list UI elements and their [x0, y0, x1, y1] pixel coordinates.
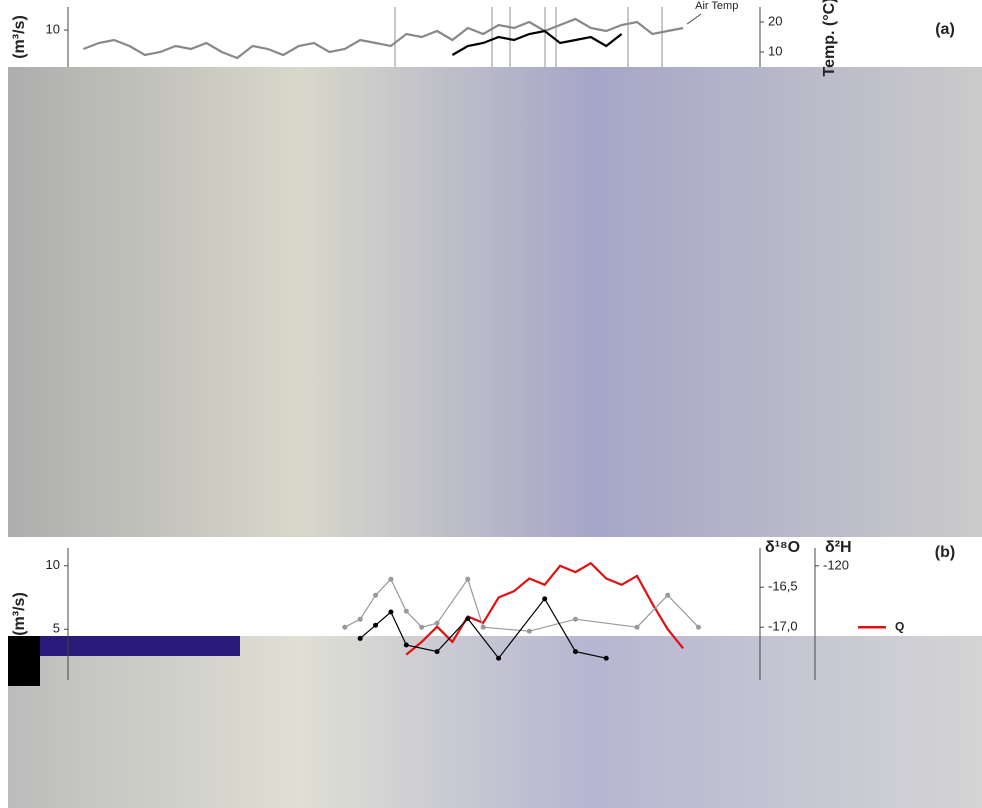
annotation-leader [687, 14, 701, 24]
data-point [634, 625, 639, 630]
y2-tick-label: -16,5 [768, 579, 798, 594]
data-point [573, 617, 578, 622]
y-tick-label: 5 [53, 621, 60, 636]
data-point [419, 625, 424, 630]
data-point [388, 577, 393, 582]
y-axis-label: (m³/s) [11, 15, 28, 59]
y3-axis-label: δ²H [825, 539, 852, 556]
corrupted-block [8, 636, 40, 686]
data-point [573, 649, 578, 654]
y2-tick-label: 10 [768, 43, 782, 58]
y-tick-label: 10 [46, 557, 60, 572]
panel-label: (b) [935, 544, 955, 561]
data-point [435, 649, 440, 654]
y2-tick-label: -17,0 [768, 619, 798, 634]
y-axis-label: (m³/s) [11, 592, 28, 636]
data-point [481, 625, 486, 630]
data-point [358, 636, 363, 641]
y2-axis-label: δ¹⁸O [765, 539, 800, 556]
y-tick-label: 10 [46, 22, 60, 37]
y2-tick-label: 20 [768, 13, 782, 28]
data-point [342, 625, 347, 630]
figure: 10 (m³/s) 10 20 Temp. (°C) (a) Air Temp 5 10 (m³/… [0, 0, 982, 808]
data-point [358, 617, 363, 622]
data-point [696, 625, 701, 630]
data-point [404, 609, 409, 614]
data-point [373, 623, 378, 628]
corrupted-region [8, 636, 982, 808]
corrupted-region [8, 67, 982, 537]
series-line [452, 31, 621, 55]
data-point [527, 629, 532, 634]
legend-label: Q [895, 619, 904, 633]
data-point [604, 656, 609, 661]
data-point [665, 593, 670, 598]
panel-label: (a) [935, 21, 955, 38]
data-point [435, 621, 440, 626]
data-point [496, 656, 501, 661]
data-point [388, 610, 393, 615]
y3-tick-label: -120 [823, 557, 849, 572]
data-point [404, 643, 409, 648]
data-point [465, 577, 470, 582]
series-line [345, 579, 699, 631]
data-point [542, 596, 547, 601]
reference-lines [395, 7, 662, 67]
corrupted-block [40, 636, 240, 656]
y2-axis-label: Temp. (°C) [821, 0, 838, 76]
annotation: Air Temp [695, 0, 738, 12]
data-point [373, 593, 378, 598]
data-point [465, 616, 470, 621]
